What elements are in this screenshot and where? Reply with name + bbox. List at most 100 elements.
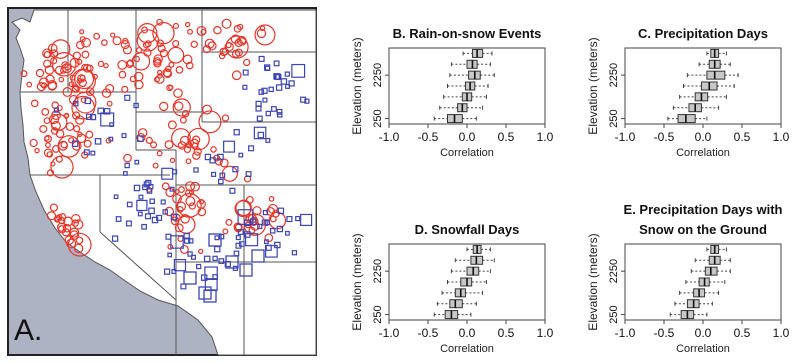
red-station-marker	[164, 140, 174, 150]
blue-station-marker	[268, 86, 274, 93]
red-station-marker	[120, 40, 130, 50]
red-station-marker	[156, 39, 165, 48]
blue-station-marker	[173, 259, 187, 272]
red-station-marker	[187, 127, 210, 151]
state-borders	[20, 10, 316, 355]
blue-station-marker	[53, 107, 60, 113]
red-station-marker	[266, 206, 276, 216]
x-tick-label: 1.0	[537, 326, 554, 340]
red-station-marker	[213, 26, 222, 35]
y-axis-label: Elevation (meters)	[586, 233, 600, 330]
red-station-marker	[157, 44, 166, 53]
y-tick-label: 2250	[608, 63, 620, 87]
blue-station-marker	[169, 186, 175, 192]
blue-station-marker	[115, 216, 122, 222]
red-station-marker	[20, 70, 28, 78]
y-tick-label: 250	[372, 109, 384, 127]
red-station-marker	[50, 57, 58, 65]
red-station-marker	[168, 61, 175, 68]
blue-station-marker	[277, 112, 283, 118]
red-station-marker	[142, 41, 150, 49]
red-station-marker	[68, 137, 75, 144]
box-2250	[686, 70, 739, 80]
x-tick-label: -0.5	[654, 326, 675, 340]
blue-station-marker	[271, 106, 277, 112]
blue-station-marker	[262, 97, 268, 103]
y-axis-label: Elevation (meters)	[350, 37, 364, 134]
blue-station-marker	[133, 102, 139, 109]
red-station-marker	[245, 195, 254, 204]
red-station-marker	[174, 188, 180, 195]
box-2750	[450, 59, 491, 69]
blue-station-marker	[275, 84, 283, 91]
blue-station-marker	[209, 157, 216, 164]
blue-station-marker	[258, 89, 265, 95]
red-station-marker	[41, 108, 50, 116]
blue-station-marker	[203, 255, 211, 263]
blue-station-marker	[133, 184, 141, 192]
red-station-marker	[103, 62, 109, 69]
blue-station-marker	[84, 97, 92, 105]
blue-station-marker	[151, 216, 159, 224]
blue-station-marker	[286, 215, 293, 223]
y-tick-label: 250	[608, 305, 620, 323]
red-station-marker	[72, 51, 82, 60]
red-station-marker	[112, 36, 122, 46]
x-tick-label: 0.0	[695, 130, 712, 144]
red-station-marker	[133, 55, 140, 63]
blue-station-marker	[83, 149, 90, 156]
blue-station-marker	[258, 55, 265, 62]
red-station-marker	[79, 36, 86, 43]
red-station-marker	[221, 114, 230, 122]
box-1250	[679, 288, 720, 298]
y-tick-label: 2250	[608, 259, 620, 283]
red-station-marker	[63, 113, 70, 119]
blue-station-marker	[134, 159, 140, 165]
blue-station-marker	[198, 286, 212, 300]
blue-station-marker	[163, 268, 171, 275]
red-station-marker	[46, 211, 57, 221]
box-2750	[694, 255, 731, 265]
red-station-marker	[167, 120, 177, 130]
red-station-marker	[75, 236, 84, 245]
red-station-marker	[143, 48, 152, 57]
red-station-marker	[45, 142, 51, 148]
blue-station-marker	[212, 274, 218, 280]
blue-station-marker	[265, 244, 272, 251]
blue-station-marker	[183, 271, 197, 285]
red-station-marker	[172, 193, 182, 204]
red-station-marker	[56, 214, 63, 221]
blue-station-marker	[126, 201, 133, 208]
red-station-marker	[122, 45, 133, 55]
box-1750	[685, 277, 726, 287]
red-station-marker	[168, 84, 174, 91]
blue-station-marker	[263, 64, 271, 71]
red-station-marker	[71, 111, 81, 120]
red-station-marker	[225, 218, 233, 226]
red-station-marker	[230, 34, 241, 44]
blue-station-marker	[149, 198, 155, 205]
red-station-marker	[62, 87, 73, 97]
red-station-marker	[185, 181, 196, 192]
y-tick-label: 250	[372, 305, 384, 323]
red-station-marker	[57, 135, 81, 158]
red-station-marker	[156, 18, 164, 26]
y-tick-label: 250	[608, 109, 620, 127]
red-station-marker	[64, 235, 75, 245]
red-station-marker	[81, 50, 90, 59]
box-250	[433, 310, 472, 320]
red-station-marker	[163, 69, 173, 79]
x-tick-label: 0.5	[498, 326, 515, 340]
blue-station-marker	[211, 171, 217, 177]
red-station-marker	[54, 65, 64, 75]
red-station-marker	[82, 63, 92, 73]
blue-station-marker	[237, 209, 254, 225]
blue-station-marker	[238, 241, 245, 247]
chart-title-b: B. Rain-on-snow Events	[393, 26, 542, 41]
blue-station-marker	[204, 153, 212, 161]
red-station-marker	[179, 244, 189, 254]
red-station-marker	[81, 37, 92, 48]
blue-station-marker	[187, 251, 193, 257]
red-station-marker	[121, 85, 129, 93]
red-station-marker	[219, 158, 229, 168]
